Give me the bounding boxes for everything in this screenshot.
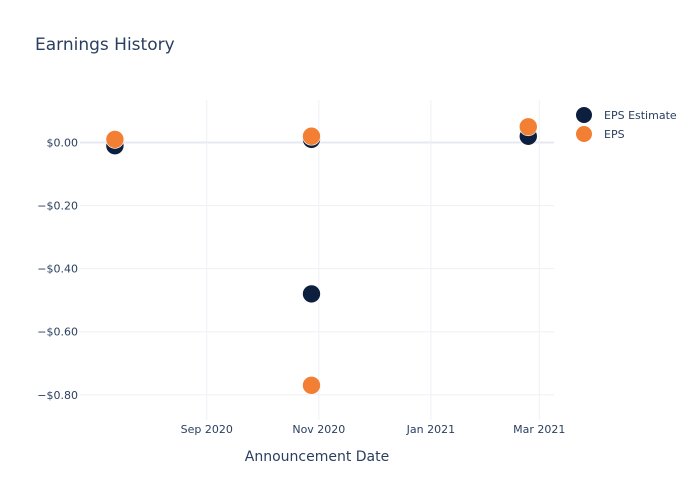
grid	[80, 100, 554, 420]
y-tick-label: −$0.40	[37, 263, 78, 276]
x-tick-label: Jan 2021	[406, 423, 455, 436]
chart-title: Earnings History	[35, 35, 175, 55]
y-tick-label: −$0.80	[37, 389, 78, 402]
x-tick-label: Sep 2020	[181, 423, 233, 436]
data-points	[105, 117, 538, 395]
legend-label-eps[interactable]: EPS	[604, 128, 625, 141]
eps-point[interactable]	[302, 376, 321, 395]
eps-point[interactable]	[302, 126, 321, 146]
x-tick-label: Mar 2021	[513, 423, 565, 436]
x-tick-label: Nov 2020	[292, 423, 345, 436]
x-axis-title: Announcement Date	[245, 449, 389, 465]
legend-marker-eps[interactable]	[576, 126, 592, 142]
y-tick-label: $0.00	[47, 137, 79, 150]
y-axis-ticks: $0.00 −$0.20 −$0.40 −$0.60 −$0.80	[37, 137, 78, 402]
legend-label-eps-estimate[interactable]: EPS Estimate	[604, 109, 677, 122]
x-axis-ticks: Sep 2020 Nov 2020 Jan 2021 Mar 2021	[181, 423, 566, 436]
eps-estimate-point[interactable]	[302, 284, 321, 304]
eps-point[interactable]	[518, 117, 538, 137]
legend[interactable]: EPS Estimate EPS	[576, 107, 677, 142]
y-tick-label: −$0.60	[37, 326, 78, 339]
y-tick-label: −$0.20	[37, 200, 78, 213]
legend-marker-eps-estimate[interactable]	[576, 107, 592, 123]
eps-point[interactable]	[105, 130, 125, 149]
